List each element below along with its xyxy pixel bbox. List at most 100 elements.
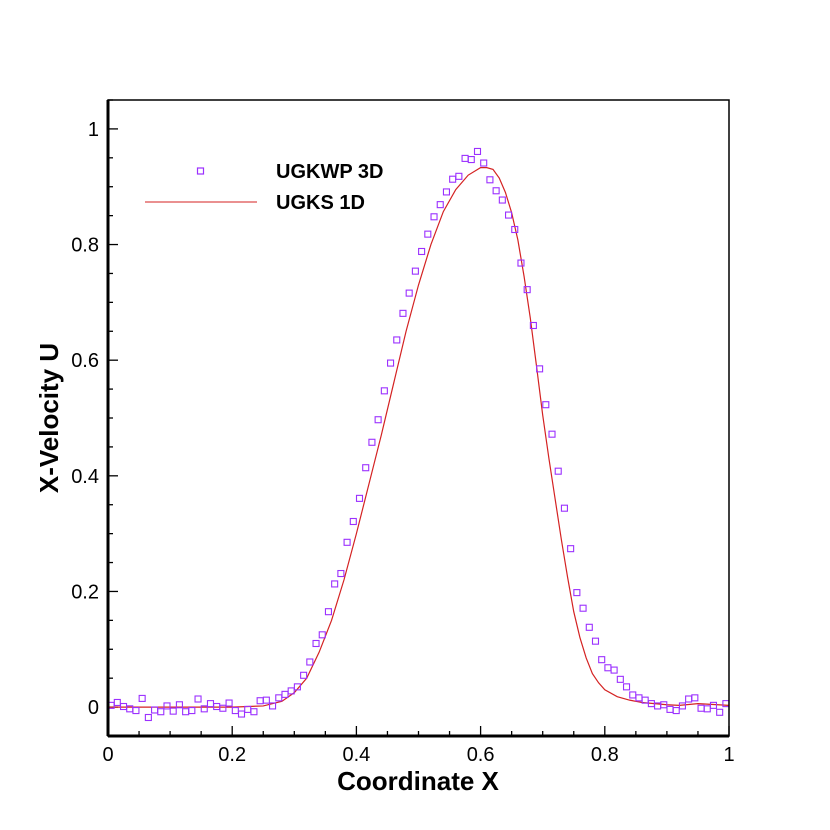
data-point-ugkwp-3d [287,687,295,695]
data-point-ugkwp-3d [324,608,333,616]
data-point-ugkwp-3d [691,694,699,702]
data-point-ugkwp-3d [548,430,556,438]
data-point-ugkwp-3d [355,494,364,502]
data-point-ugkwp-3d [480,159,488,167]
data-point-ugkwp-3d [225,699,233,707]
data-point-ugkwp-3d [418,247,426,256]
legend-label-ugkwp-3d: UGKWP 3D [276,161,383,183]
data-point-ugkwp-3d [523,286,531,294]
data-point-ugkwp-3d [387,359,395,367]
data-point-ugkwp-3d [380,387,388,395]
data-point-ugkwp-3d [591,637,600,645]
data-point-ugkwp-3d [250,708,258,716]
data-point-ugkwp-3d [616,675,624,683]
x-tick-label: 0.4 [342,744,370,766]
y-tick-label: 0.6 [71,350,99,372]
y-tick-label: 0 [88,697,99,719]
data-point-ugkwp-3d [399,309,407,317]
data-point-ugkwp-3d [622,683,631,691]
x-tick-label: 0.2 [218,744,246,766]
data-point-ugkwp-3d [144,713,152,722]
data-point-ugkwp-3d [703,705,711,713]
data-point-ugkwp-3d [536,365,544,373]
data-point-ugkwp-3d [237,710,246,718]
data-point-ugkwp-3d [573,589,581,597]
data-point-ugkwp-3d [331,580,339,588]
data-point-ugkwp-3d [244,705,252,713]
data-point-ugkwp-3d [567,545,575,553]
data-point-ugkwp-3d [188,707,196,715]
data-point-ugkwp-3d [206,700,215,708]
data-point-ugkwp-3d [337,569,345,578]
data-point-ugkwp-3d [709,701,718,709]
data-point-ugkwp-3d [529,321,537,330]
data-point-ugkwp-3d [163,702,171,710]
data-point-ugkwp-3d [231,707,239,715]
data-point-ugkwp-3d [585,623,593,631]
data-point-ugkwp-3d [598,656,606,664]
x-tick-label: 0.8 [591,744,619,766]
data-point-ugkwp-3d [132,707,140,715]
data-point-ugkwp-3d [660,701,668,709]
data-point-ugkwp-3d [349,517,357,526]
data-point-ugkwp-3d [175,701,183,709]
data-point-ugkwp-3d [169,707,177,715]
legend-label-ugks-1d: UGKS 1D [276,192,365,214]
data-point-ugkwp-3d [368,438,376,446]
data-point-ugkwp-3d [461,154,469,162]
plot-frame [107,99,730,737]
data-point-ugkwp-3d [511,225,519,234]
data-point-ugkwp-3d [678,702,686,710]
data-point-ugkwp-3d [492,187,500,195]
data-point-ugkwp-3d [424,230,432,238]
data-point-ugkwp-3d [697,704,705,712]
data-point-ugkwp-3d [194,695,202,703]
line-layer [108,167,730,708]
x-tick-label: 0.6 [467,744,495,766]
data-point-ugkwp-3d [343,538,351,546]
data-point-ugkwp-3d [517,259,525,267]
data-point-ugkwp-3d [685,695,693,703]
data-point-ugkwp-3d [269,702,277,710]
data-point-ugkwp-3d [504,211,513,219]
legend-marker-ugkwp-3d [196,167,205,175]
data-point-ugkwp-3d [138,694,146,702]
data-point-ugkwp-3d [473,147,482,156]
data-point-ugkwp-3d [113,698,121,707]
data-point-ugkwp-3d [151,706,159,714]
data-point-ugkwp-3d [635,694,643,702]
data-point-ugkwp-3d [318,631,326,639]
data-point-ugkwp-3d [293,683,301,691]
data-point-ugkwp-3d [405,289,413,297]
y-tick-label: 0.4 [71,466,99,488]
data-point-ugkwp-3d [300,671,308,679]
marker-layer [107,147,730,722]
ticks-layer: 0 0.2 0.4 0.6 0.8 1 0 0.2 0.4 0.6 0.8 1 [71,99,735,766]
y-tick-label: 0.2 [71,581,99,603]
data-point-ugkwp-3d [219,704,227,712]
data-point-ugkwp-3d [374,416,382,424]
data-point-ugkwp-3d [411,267,419,275]
x-axis-title: Coordinate X [337,766,499,796]
data-point-ugkwp-3d [262,696,270,704]
data-point-ugkwp-3d [449,175,457,183]
y-tick-label: 0.8 [71,235,99,257]
data-point-ugkwp-3d [455,172,463,180]
data-point-ugkwp-3d [442,188,451,196]
data-point-ugkwp-3d [256,697,264,705]
y-tick-label: 1 [88,119,99,141]
data-point-ugkwp-3d [604,664,612,672]
series-line-ugks-1d [108,167,730,708]
data-point-ugkwp-3d [666,705,674,713]
data-point-ugkwp-3d [312,639,320,648]
data-point-ugkwp-3d [542,401,550,409]
data-point-ugkwp-3d [306,658,314,666]
data-point-ugkwp-3d [467,156,475,164]
data-point-ugkwp-3d [610,666,618,674]
data-point-ugkwp-3d [393,336,401,344]
data-point-ugkwp-3d [629,691,637,699]
data-point-ugkwp-3d [436,201,444,209]
data-point-ugkwp-3d [362,464,370,472]
data-point-ugkwp-3d [498,196,506,204]
